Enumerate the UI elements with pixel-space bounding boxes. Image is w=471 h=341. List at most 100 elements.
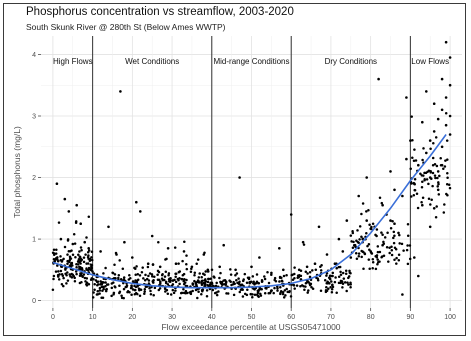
data-point bbox=[319, 289, 323, 293]
data-point bbox=[149, 289, 152, 293]
data-point bbox=[285, 274, 288, 277]
data-point bbox=[92, 291, 95, 294]
data-point bbox=[93, 282, 96, 286]
data-point bbox=[246, 288, 249, 292]
data-point bbox=[138, 274, 142, 277]
data-point bbox=[251, 293, 254, 296]
data-point bbox=[183, 240, 186, 244]
data-point bbox=[220, 280, 224, 284]
data-point bbox=[66, 253, 69, 256]
data-point bbox=[184, 289, 188, 293]
data-point bbox=[59, 237, 63, 241]
data-point bbox=[432, 142, 435, 145]
data-point bbox=[51, 251, 55, 254]
data-point bbox=[304, 270, 308, 273]
data-point bbox=[138, 289, 141, 292]
data-point bbox=[213, 291, 217, 295]
data-point bbox=[303, 288, 306, 291]
data-point bbox=[224, 283, 228, 286]
data-point bbox=[421, 158, 424, 162]
data-point bbox=[395, 262, 398, 265]
data-point bbox=[371, 261, 375, 264]
data-point bbox=[337, 275, 341, 278]
data-point bbox=[426, 170, 429, 174]
data-point bbox=[263, 277, 267, 281]
data-point bbox=[428, 176, 432, 179]
data-point bbox=[387, 260, 390, 263]
data-point bbox=[206, 268, 210, 272]
data-point bbox=[308, 270, 312, 274]
data-point bbox=[174, 272, 177, 276]
data-point bbox=[209, 277, 212, 280]
data-point bbox=[171, 288, 175, 292]
data-point bbox=[358, 225, 362, 228]
data-point bbox=[389, 170, 392, 173]
data-point bbox=[305, 265, 309, 269]
data-point bbox=[78, 281, 82, 285]
data-point bbox=[66, 262, 69, 266]
data-point bbox=[285, 287, 288, 291]
data-point bbox=[205, 289, 209, 292]
data-point bbox=[134, 288, 137, 292]
data-point bbox=[79, 257, 82, 260]
data-point bbox=[397, 253, 401, 257]
data-point bbox=[119, 277, 123, 281]
data-point bbox=[308, 275, 312, 279]
data-point bbox=[380, 231, 383, 234]
data-point bbox=[80, 271, 83, 275]
data-point bbox=[252, 280, 255, 283]
data-point bbox=[178, 282, 181, 286]
data-point bbox=[371, 258, 375, 261]
data-point bbox=[160, 277, 164, 280]
data-point bbox=[90, 256, 93, 259]
data-point bbox=[429, 203, 432, 206]
data-point bbox=[357, 194, 361, 198]
axis-ticks: 0 10 20 30 40 50 60 70 80 90 100 0 1 2 3 4 bbox=[32, 52, 456, 321]
data-point bbox=[281, 291, 285, 294]
data-point bbox=[229, 273, 233, 276]
data-point bbox=[263, 291, 267, 295]
data-point bbox=[238, 280, 241, 283]
data-point bbox=[123, 240, 126, 244]
data-point bbox=[291, 273, 294, 277]
data-point bbox=[423, 179, 426, 182]
data-point bbox=[229, 268, 232, 271]
data-point bbox=[443, 203, 446, 206]
data-point bbox=[153, 286, 157, 290]
data-point bbox=[215, 293, 219, 297]
data-point bbox=[146, 265, 150, 269]
data-point bbox=[284, 294, 287, 297]
data-point bbox=[369, 250, 373, 253]
data-point bbox=[331, 271, 335, 275]
data-point bbox=[100, 296, 103, 300]
data-point bbox=[432, 102, 436, 105]
data-point bbox=[240, 283, 244, 286]
data-point bbox=[345, 289, 348, 293]
data-point bbox=[357, 255, 361, 258]
data-point bbox=[222, 243, 225, 247]
data-point bbox=[444, 96, 448, 99]
data-point bbox=[74, 270, 78, 273]
data-point bbox=[252, 287, 255, 290]
data-point bbox=[257, 281, 261, 285]
data-point bbox=[79, 259, 83, 262]
data-point bbox=[61, 274, 65, 278]
data-point bbox=[144, 273, 147, 277]
y-tick-label: 1 bbox=[32, 237, 36, 244]
data-point bbox=[251, 275, 255, 278]
data-point bbox=[180, 277, 184, 281]
data-point bbox=[325, 286, 328, 289]
data-point bbox=[433, 162, 437, 166]
data-point bbox=[234, 273, 237, 277]
data-point bbox=[107, 225, 110, 229]
data-point bbox=[68, 255, 72, 258]
data-point bbox=[299, 274, 303, 278]
data-point bbox=[376, 258, 379, 261]
data-point bbox=[368, 267, 371, 271]
data-point bbox=[446, 176, 449, 179]
x-tick-label: 80 bbox=[367, 314, 375, 321]
data-point bbox=[190, 265, 194, 269]
data-point bbox=[339, 273, 343, 277]
data-point bbox=[270, 271, 273, 275]
